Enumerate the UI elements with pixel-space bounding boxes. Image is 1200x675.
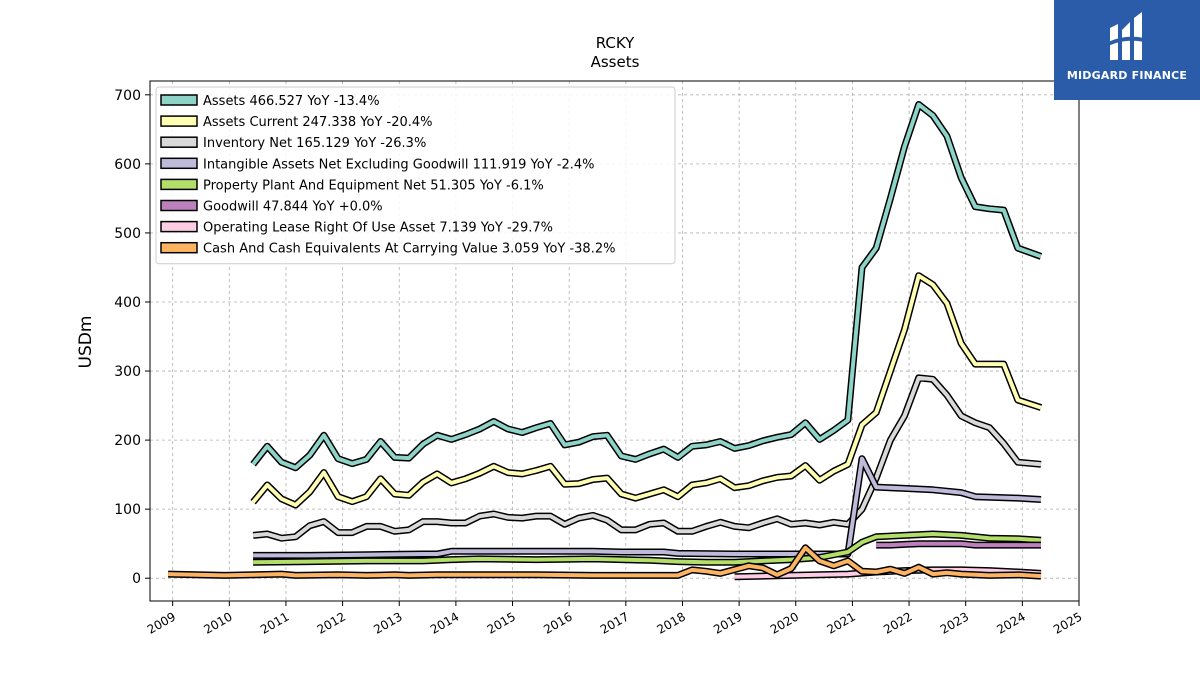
- x-tick-label: 2022: [881, 609, 914, 636]
- legend-label: Intangible Assets Net Excluding Goodwill…: [203, 157, 594, 172]
- legend-label: Assets 466.527 YoY -13.4%: [203, 94, 380, 109]
- y-tick-label: 200: [114, 433, 141, 449]
- x-tick-label: 2024: [994, 609, 1027, 636]
- legend-label: Operating Lease Right Of Use Asset 7.139…: [203, 221, 553, 236]
- y-tick-label: 300: [114, 364, 141, 380]
- y-tick-label: 0: [132, 571, 141, 587]
- x-tick-label: 2014: [428, 609, 461, 636]
- legend-swatch: [160, 136, 198, 148]
- chart-title: RCKY: [596, 34, 635, 52]
- x-tick-label: 2018: [655, 609, 688, 636]
- series-1: [250, 272, 1043, 509]
- legend-swatch: [160, 94, 198, 106]
- x-tick-label: 2015: [485, 609, 518, 636]
- series-line: [168, 545, 1042, 579]
- x-tick-label: 2012: [315, 609, 348, 636]
- legend-label: Goodwill 47.844 YoY +0.0%: [203, 200, 383, 215]
- y-tick-label: 500: [114, 226, 141, 242]
- x-tick-label: 2021: [824, 609, 857, 636]
- chart-subtitle: Assets: [591, 53, 640, 71]
- series-line: [876, 541, 1041, 548]
- x-tick-label: 2017: [598, 609, 631, 636]
- series-line: [251, 102, 1042, 470]
- x-tick-label: 2011: [258, 609, 291, 636]
- x-tick-label: 2016: [541, 609, 574, 636]
- x-tick-label: 2020: [768, 609, 801, 636]
- y-tick-label: 600: [114, 157, 141, 173]
- brand-name: MIDGARD FINANCE: [1066, 69, 1188, 82]
- x-tick-label: 2013: [371, 609, 404, 636]
- y-tick-label: 400: [114, 295, 141, 311]
- series-7: [168, 544, 1042, 580]
- series-lines: [168, 101, 1043, 581]
- legend-label: Assets Current 247.338 YoY -20.4%: [203, 115, 433, 130]
- x-tick-label: 2023: [938, 609, 971, 636]
- legend-swatch: [160, 115, 198, 127]
- series-line: [252, 375, 1042, 541]
- y-axis-label: USDm: [76, 316, 96, 369]
- brand-logo-box: MIDGARD FINANCE: [1054, 0, 1200, 100]
- series-4: [253, 530, 1042, 566]
- legend-swatch: [160, 241, 198, 254]
- series-outline: [253, 530, 1042, 566]
- x-tick-label: 2010: [201, 609, 234, 636]
- midgard-logo-icon: [1108, 12, 1144, 60]
- series-3: [253, 455, 1042, 559]
- legend-swatch: [160, 199, 198, 212]
- plot-frame: [149, 80, 1080, 602]
- x-tick-label: 2009: [145, 609, 178, 636]
- legend-label: Cash And Cash Equivalents At Carrying Va…: [203, 242, 615, 257]
- x-tick-label: 2019: [711, 609, 744, 636]
- series-line: [253, 456, 1042, 558]
- x-tick-label: 2025: [1051, 609, 1084, 636]
- series-line: [253, 532, 1042, 565]
- series-outline: [250, 272, 1043, 509]
- legend-label: Property Plant And Equipment Net 51.305 …: [203, 178, 544, 193]
- legend-swatch: [160, 157, 198, 170]
- series-5: [876, 540, 1041, 549]
- legend-swatch: [160, 220, 198, 233]
- series-0: [250, 101, 1043, 472]
- legend-box: [155, 86, 676, 265]
- series-2: [252, 374, 1042, 542]
- y-tick-label: 100: [114, 502, 141, 518]
- legend: Assets 466.527 YoY -13.4% Assets Current …: [155, 86, 676, 265]
- legend-label: Inventory Net 165.129 YoY -26.3%: [203, 136, 426, 151]
- legend-swatch: [160, 178, 198, 191]
- y-tick-label: 700: [114, 88, 141, 104]
- series-line: [251, 273, 1042, 507]
